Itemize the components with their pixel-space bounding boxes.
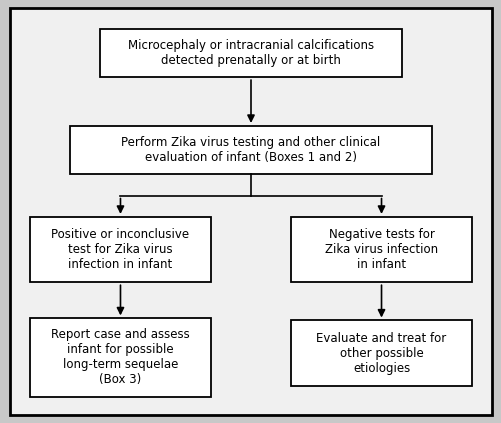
Text: Perform Zika virus testing and other clinical
evaluation of infant (Boxes 1 and : Perform Zika virus testing and other cli… [121, 136, 380, 164]
Text: Microcephaly or intracranial calcifications
detected prenatally or at birth: Microcephaly or intracranial calcificati… [128, 39, 373, 67]
Text: Evaluate and treat for
other possible
etiologies: Evaluate and treat for other possible et… [316, 332, 446, 375]
Bar [100, 29, 401, 77]
Bar [30, 217, 210, 283]
Text: Positive or inconclusive
test for Zika virus
infection in infant: Positive or inconclusive test for Zika v… [51, 228, 189, 271]
Bar [291, 321, 471, 386]
Bar [30, 319, 210, 397]
Text: Negative tests for
Zika virus infection
in infant: Negative tests for Zika virus infection … [324, 228, 437, 271]
Text: Report case and assess
infant for possible
long-term sequelae
(Box 3): Report case and assess infant for possib… [51, 328, 189, 387]
Bar [70, 126, 431, 174]
Bar [291, 217, 471, 283]
